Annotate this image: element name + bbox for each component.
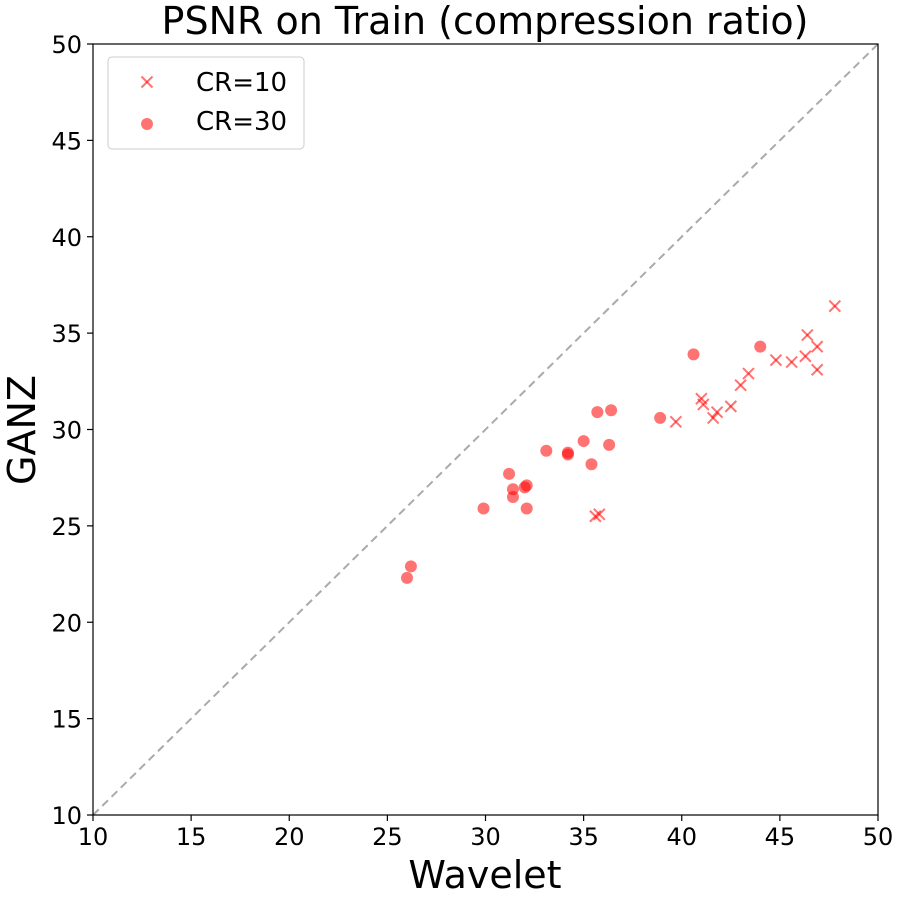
data-point-cr30 <box>404 560 417 573</box>
data-point-cr30 <box>585 458 598 471</box>
data-point-cr10 <box>589 510 602 523</box>
x-tick-label: 40 <box>666 823 697 851</box>
x-tick-label: 50 <box>863 823 894 851</box>
data-point-cr10 <box>769 353 783 367</box>
data-point-cr10 <box>734 378 747 392</box>
legend-marker-cr30 <box>141 118 153 130</box>
legend-label-cr30: CR=30 <box>196 107 287 137</box>
data-point-cr30 <box>520 502 533 515</box>
y-tick-label: 50 <box>51 31 82 59</box>
data-point-cr10 <box>801 328 814 342</box>
data-point-cr30 <box>503 467 516 480</box>
axis-ticks: 10 15 20 25 30 35 40 45 50 10 15 20 25 30 35 40 45 50 <box>51 31 893 851</box>
data-point-cr10 <box>828 299 842 313</box>
data-point-cr10 <box>785 355 798 369</box>
data-point-cr10 <box>669 415 683 428</box>
y-tick-label: 15 <box>51 706 82 734</box>
x-tick-label: 45 <box>765 823 796 851</box>
reference-line <box>92 43 879 816</box>
data-point-cr10 <box>742 367 755 380</box>
legend-circle-marker <box>141 118 153 130</box>
x-tick-label: 30 <box>470 823 501 851</box>
data-point-cr10 <box>810 340 824 353</box>
y-tick-label: 40 <box>51 224 82 252</box>
x-tick-label: 25 <box>372 823 403 851</box>
legend-box <box>107 56 305 150</box>
data-point-cr30 <box>605 404 618 417</box>
plot-area <box>92 43 879 816</box>
data-point-cr10 <box>810 363 824 376</box>
data-point-cr10 <box>710 405 724 419</box>
data-point-cr30 <box>591 406 604 419</box>
y-tick-label: 10 <box>51 802 82 830</box>
data-point-cr30 <box>654 411 667 424</box>
y-axis-title: GANZ <box>0 375 44 485</box>
x-tick-label: 10 <box>78 823 109 851</box>
data-point-cr30 <box>687 348 700 361</box>
data-point-cr10 <box>799 350 812 363</box>
y-tick-label: 45 <box>51 127 82 155</box>
data-point-cr30 <box>540 444 553 457</box>
x-tick-label: 15 <box>176 823 207 851</box>
data-point-cr30 <box>401 571 413 584</box>
data-point-cr10 <box>593 508 606 521</box>
data-point-cr30 <box>520 479 533 492</box>
data-point-cr30 <box>477 502 490 515</box>
legend-marker-cr10 <box>140 75 154 89</box>
y-tick-label: 20 <box>51 609 82 637</box>
x-tick-label: 20 <box>274 823 305 851</box>
data-point-cr30 <box>577 435 590 448</box>
chart-title: PSNR on Train (compression ratio) <box>162 0 809 43</box>
data-point-cr10 <box>724 400 738 413</box>
y-tick-label: 35 <box>51 320 82 348</box>
data-point-cr30 <box>506 490 519 503</box>
legend-x-marker <box>140 75 154 89</box>
data-point-cr10 <box>697 398 710 411</box>
y-tick-label: 30 <box>51 417 82 445</box>
legend-label-cr10: CR=10 <box>196 68 287 98</box>
data-point-cr10 <box>706 411 720 425</box>
data-point-cr30 <box>603 438 616 451</box>
x-tick-label: 35 <box>568 823 599 851</box>
data-point-cr30 <box>561 448 574 461</box>
data-point-cr30 <box>754 340 767 353</box>
y-tick-label: 25 <box>51 513 82 541</box>
x-axis-title: Wavelet <box>408 853 561 897</box>
legend: CR=10 CR=30 <box>107 56 305 150</box>
